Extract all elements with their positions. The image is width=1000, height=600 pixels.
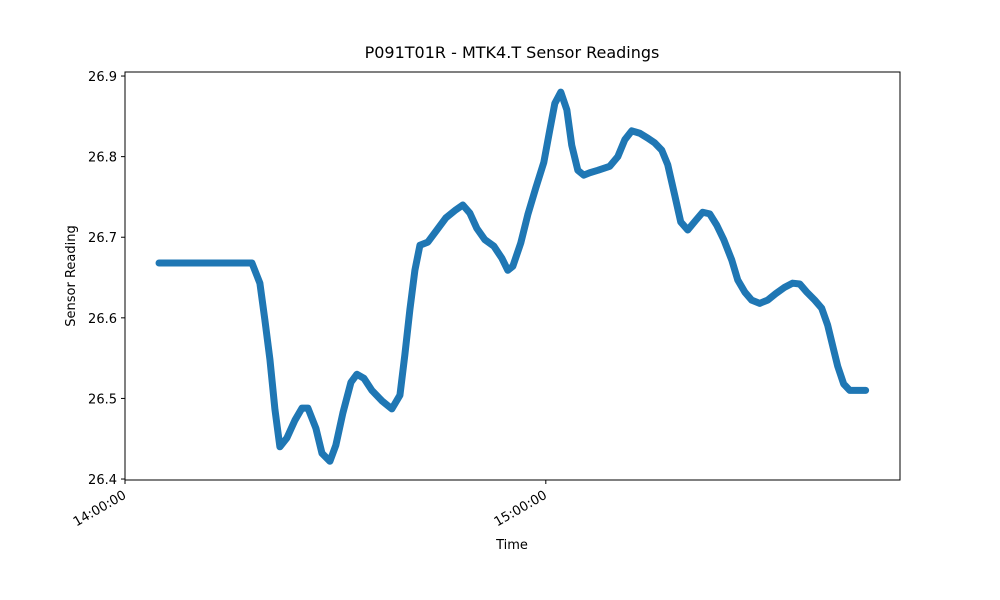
y-tick-label: 26.9 <box>88 70 117 85</box>
data-line <box>155 88 870 465</box>
x-axis-label: Time <box>495 538 528 553</box>
y-tick-label: 26.8 <box>88 151 117 166</box>
y-tick-label: 26.4 <box>88 473 117 488</box>
y-tick-label: 26.5 <box>88 392 117 407</box>
y-axis-label: Sensor Reading <box>64 225 79 326</box>
y-tick-label: 26.6 <box>88 312 117 327</box>
y-tick-label: 26.7 <box>88 231 117 246</box>
chart-title: P091T01R - MTK4.T Sensor Readings <box>365 43 660 62</box>
plot-frame <box>124 71 901 481</box>
